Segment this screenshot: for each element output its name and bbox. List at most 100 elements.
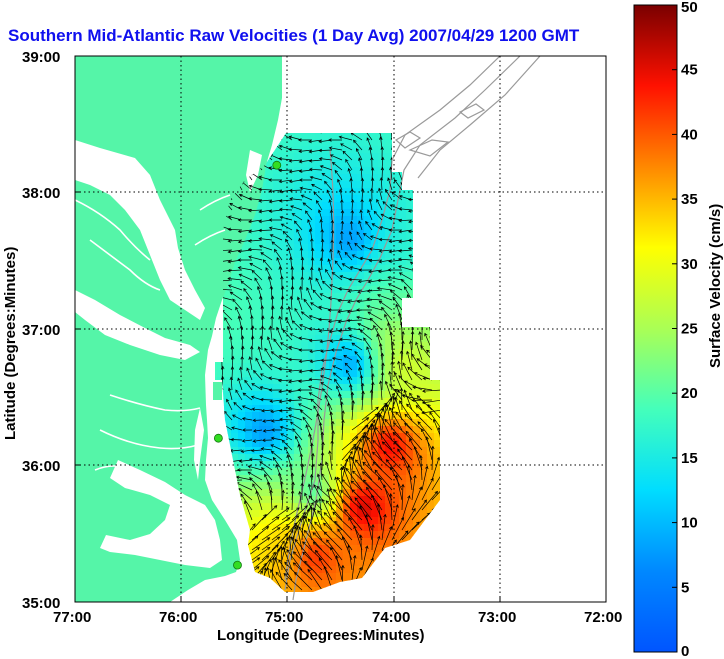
speed-cell — [329, 482, 337, 490]
speed-cell — [301, 433, 309, 441]
velocity-arrow — [313, 405, 323, 421]
velocity-arrow — [398, 218, 413, 223]
speed-cell — [434, 454, 440, 462]
velocity-arrow — [278, 207, 293, 212]
speed-cell — [245, 482, 253, 490]
velocity-arrow — [334, 260, 343, 271]
velocity-arrow — [421, 409, 440, 415]
velocity-arrow — [299, 409, 313, 421]
speed-cell — [294, 461, 302, 469]
velocity-arrow — [317, 209, 323, 221]
speed-cell — [350, 510, 358, 518]
speed-cell — [252, 496, 260, 504]
speed-cell — [322, 440, 330, 448]
velocity-arrow — [388, 216, 403, 221]
velocity-arrow — [390, 466, 403, 491]
velocity-arrow — [347, 376, 353, 391]
velocity-arrow — [367, 209, 373, 221]
speed-cell — [259, 440, 267, 448]
velocity-arrow — [312, 289, 323, 301]
velocity-arrow — [296, 296, 303, 311]
speed-cell — [322, 174, 330, 182]
velocity-arrow — [306, 287, 313, 301]
speed-cell — [322, 160, 330, 168]
speed-cell — [392, 265, 400, 273]
speed-cell — [273, 181, 281, 189]
speed-cell — [231, 293, 239, 301]
velocity-arrow — [378, 342, 383, 361]
speed-cell — [385, 293, 393, 301]
velocity-arrow — [298, 159, 313, 164]
velocity-arrow — [415, 413, 433, 431]
velocity-arrow — [359, 446, 373, 471]
speed-cell — [308, 461, 316, 469]
speed-cell — [245, 538, 253, 546]
velocity-arrow — [287, 406, 303, 411]
lat-tick-label: 36:00 — [22, 458, 60, 475]
speed-cell — [280, 146, 288, 154]
speed-cell — [266, 517, 274, 525]
speed-cell — [364, 489, 372, 497]
speed-cell — [357, 202, 365, 210]
speed-cell — [357, 391, 365, 399]
speed-cell — [287, 587, 295, 592]
speed-cell — [329, 398, 337, 406]
velocity-arrow — [278, 559, 293, 581]
speed-cell — [329, 503, 337, 511]
speed-cell — [399, 195, 407, 203]
velocity-arrow — [308, 159, 323, 163]
velocity-arrow — [350, 199, 355, 211]
speed-cell — [273, 391, 281, 399]
speed-cell — [266, 503, 274, 511]
speed-cell — [301, 447, 309, 455]
speed-cell — [329, 209, 337, 217]
speed-cell — [294, 342, 302, 350]
speed-cell — [343, 489, 351, 497]
velocity-arrow — [303, 529, 323, 551]
velocity-arrow — [320, 238, 325, 251]
velocity-arrow — [327, 308, 343, 312]
speed-cell — [343, 272, 351, 280]
speed-cell — [413, 517, 421, 525]
speed-cell — [371, 258, 379, 266]
speed-cell — [392, 328, 400, 336]
velocity-arrow — [381, 430, 403, 451]
speed-cell — [413, 398, 421, 406]
velocity-arrow — [227, 227, 243, 232]
velocity-arrow — [327, 319, 343, 324]
velocity-arrow — [289, 421, 303, 431]
speed-cell — [371, 174, 379, 182]
speed-cell — [364, 433, 372, 441]
speed-cell — [378, 160, 386, 168]
velocity-arrow — [363, 449, 383, 471]
speed-cell — [399, 377, 407, 385]
speed-cell — [238, 377, 246, 385]
speed-cell — [406, 370, 414, 378]
velocity-arrow — [304, 492, 313, 511]
speed-cell — [371, 202, 379, 210]
speed-cell — [273, 230, 281, 238]
speed-cell — [399, 531, 407, 539]
speed-cell — [245, 251, 253, 259]
speed-cell — [273, 545, 281, 553]
velocity-arrow — [394, 396, 403, 421]
speed-cell — [245, 321, 253, 329]
velocity-arrow — [354, 459, 373, 481]
speed-cell — [350, 265, 358, 273]
speed-cell — [224, 356, 232, 364]
speed-cell — [322, 209, 330, 217]
speed-cell — [336, 195, 344, 203]
speed-cell — [364, 377, 372, 385]
speed-cell — [350, 188, 358, 196]
velocity-arrow — [290, 472, 295, 491]
velocity-arrow — [310, 442, 314, 461]
colorbar-tick-label: 35 — [681, 191, 698, 208]
speed-cell — [336, 461, 344, 469]
speed-cell — [392, 517, 400, 525]
speed-cell — [357, 272, 365, 280]
speed-cell — [378, 440, 386, 448]
speed-cell — [420, 363, 428, 371]
speed-cell — [413, 503, 421, 511]
velocity-arrow — [351, 554, 357, 581]
speed-cell — [371, 461, 379, 469]
